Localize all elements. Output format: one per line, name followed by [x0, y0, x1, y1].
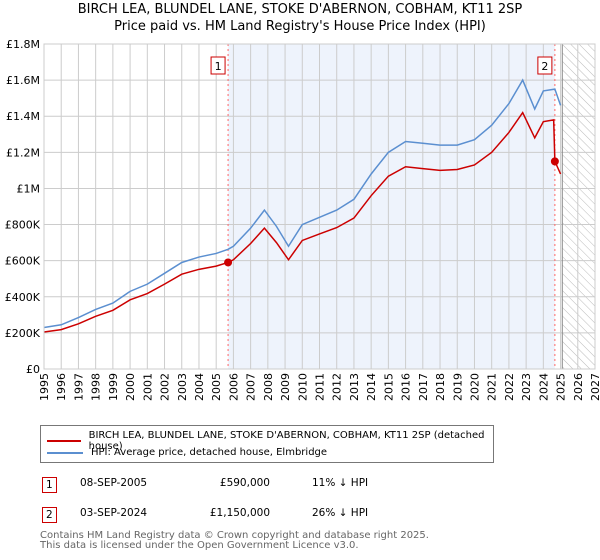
x-tick-label: 1997 — [72, 373, 85, 401]
x-tick-label: 2014 — [365, 373, 378, 401]
legend: BIRCH LEA, BLUNDEL LANE, STOKE D'ABERNON… — [40, 425, 494, 463]
sale-hpi: 11% ↓ HPI — [312, 477, 369, 489]
x-tick-label: 2002 — [159, 373, 172, 401]
x-tick-label: 2004 — [193, 373, 206, 401]
chart-subtitle: Price paid vs. HM Land Registry's House … — [114, 19, 486, 34]
sale-annotation-box — [210, 56, 226, 75]
sale-period-shade — [228, 44, 555, 369]
x-tick-label: 2017 — [417, 373, 430, 401]
x-tick-label: 2025 — [555, 373, 568, 401]
legend-blue-label: HPI: Average price, detached house, Elmb… — [91, 447, 328, 458]
x-tick-label: 2010 — [296, 373, 309, 401]
sale-point — [550, 157, 559, 166]
y-tick-label: £1.6M — [6, 74, 40, 87]
sale-annotation-label: 1 — [215, 60, 222, 73]
x-tick-label: 2012 — [331, 373, 344, 401]
y-tick-label: £1.4M — [6, 110, 40, 123]
x-tick-label: 2011 — [314, 373, 327, 401]
x-tick-label: 2015 — [382, 373, 395, 401]
x-tick-label: 2019 — [451, 373, 464, 401]
x-tick-label: 2005 — [210, 373, 223, 401]
sale-annotation-box — [537, 56, 553, 75]
sale-annotation-label: 2 — [541, 60, 548, 73]
x-tick-label: 1999 — [107, 373, 120, 401]
x-tick-label: 2003 — [176, 373, 189, 401]
x-tick-label: 2009 — [279, 373, 292, 401]
y-tick-label: £600K — [5, 255, 41, 268]
y-tick-label: £0 — [26, 363, 40, 376]
legend-blue-line — [47, 451, 83, 454]
x-tick-label: 2022 — [503, 373, 516, 401]
y-tick-label: £400K — [5, 291, 41, 304]
x-tick-label: 2013 — [348, 373, 361, 401]
x-tick-label: 2020 — [468, 373, 481, 401]
x-tick-label: 2024 — [537, 373, 550, 401]
legend-red-line — [47, 440, 81, 442]
y-tick-label: £200K — [5, 327, 41, 340]
forecast-hatch — [562, 44, 595, 369]
series-line — [43, 78, 562, 329]
sale-price: £590,000 — [219, 477, 270, 489]
x-tick-label: 1996 — [55, 373, 68, 401]
x-tick-label: 2016 — [400, 373, 413, 401]
x-tick-label: 2021 — [486, 373, 499, 401]
sale-badge: 2 — [42, 507, 57, 523]
footer: Contains HM Land Registry data © Crown c… — [40, 531, 429, 551]
x-tick-label: 2008 — [262, 373, 275, 401]
x-tick-label: 1998 — [90, 373, 103, 401]
x-tick-label: 2023 — [520, 373, 533, 401]
footer-line-2: This data is licensed under the Open Gov… — [40, 540, 359, 551]
x-tick-label: 2027 — [589, 373, 600, 401]
sale-date: 08-SEP-2005 — [80, 477, 148, 489]
x-tick-label: 2000 — [124, 373, 137, 401]
x-tick-label: 2018 — [434, 373, 447, 401]
x-tick-label: 2026 — [572, 373, 585, 401]
y-tick-label: £1.2M — [6, 146, 40, 159]
x-tick-label: 2006 — [227, 373, 240, 401]
x-tick-label: 2001 — [141, 373, 154, 401]
plot-border — [43, 43, 596, 370]
legend-red-label: BIRCH LEA, BLUNDEL LANE, STOKE D'ABERNON… — [88, 430, 485, 452]
y-tick-label: £1.8M — [6, 38, 40, 51]
x-tick-label: 2007 — [245, 373, 258, 401]
x-tick-label: 1995 — [38, 373, 51, 401]
sale-point — [224, 258, 233, 267]
footer-line-1: Contains HM Land Registry data © Crown c… — [40, 530, 429, 541]
sale-date: 03-SEP-2024 — [80, 507, 148, 519]
y-tick-label: £800K — [5, 219, 41, 232]
sale-badge: 1 — [42, 477, 57, 493]
chart-title: BIRCH LEA, BLUNDEL LANE, STOKE D'ABERNON… — [77, 2, 523, 17]
sale-price: £1,150,000 — [209, 507, 270, 519]
y-tick-label: £1M — [17, 182, 41, 195]
series-line — [43, 111, 562, 333]
sale-hpi: 26% ↓ HPI — [312, 507, 369, 519]
price-chart: 1995 1996 1997 1998 1999 2000 2001 2002 2003 2004… — [5, 38, 600, 401]
